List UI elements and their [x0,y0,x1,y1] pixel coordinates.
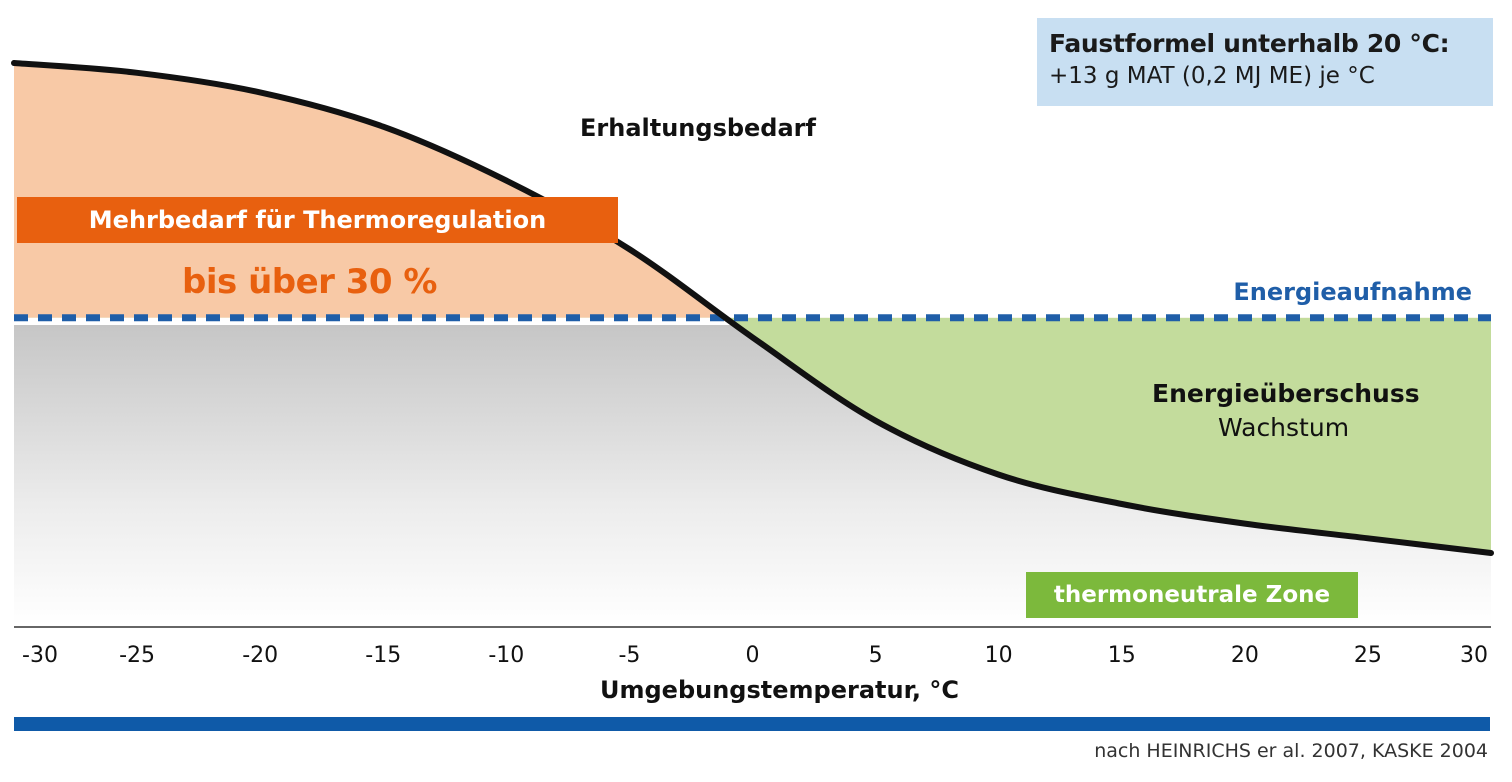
x-tick-label: -15 [365,643,401,668]
energy-intake-label: Energieaufnahme [1233,278,1472,306]
maintenance-curve [11,60,1494,556]
bottom-bar [14,717,1490,731]
x-tick-label: 10 [985,643,1013,668]
x-tick-label: -30 [22,643,58,668]
source-citation: nach HEINRICHS er al. 2007, KASKE 2004 [1094,740,1488,762]
rule-of-thumb-title: Faustformel unterhalb 20 °C: [1049,29,1450,58]
rule-of-thumb-box: Faustformel unterhalb 20 °C: +13 g MAT (… [1037,18,1493,106]
x-tick-label: 0 [746,643,760,668]
x-tick-label: 20 [1231,643,1259,668]
x-tick-label: 5 [869,643,883,668]
x-axis-label: Umgebungstemperatur, °C [600,676,959,704]
x-tick-label: -10 [488,643,524,668]
x-tick-label: 15 [1108,643,1136,668]
surplus-label: Energieüberschuss [1152,379,1420,408]
surplus-area [14,317,1491,553]
x-tick-label: -5 [618,643,640,668]
extra-need-value: bis über 30 % [182,262,438,302]
extra-need-banner: Mehrbedarf für Thermoregulation [17,197,618,243]
x-tick-label: 30 [1460,643,1488,668]
maintenance-curve-label: Erhaltungsbedarf [580,114,816,142]
rule-of-thumb-text: +13 g MAT (0,2 MJ ME) je °C [1049,63,1375,89]
x-tick-label: -20 [242,643,278,668]
extra-need-area [14,63,726,318]
thermoneutral-zone-banner: thermoneutrale Zone [1026,572,1358,618]
surplus-sublabel: Wachstum [1218,413,1350,442]
x-tick-label: 25 [1354,643,1382,668]
x-tick-label: -25 [119,643,155,668]
